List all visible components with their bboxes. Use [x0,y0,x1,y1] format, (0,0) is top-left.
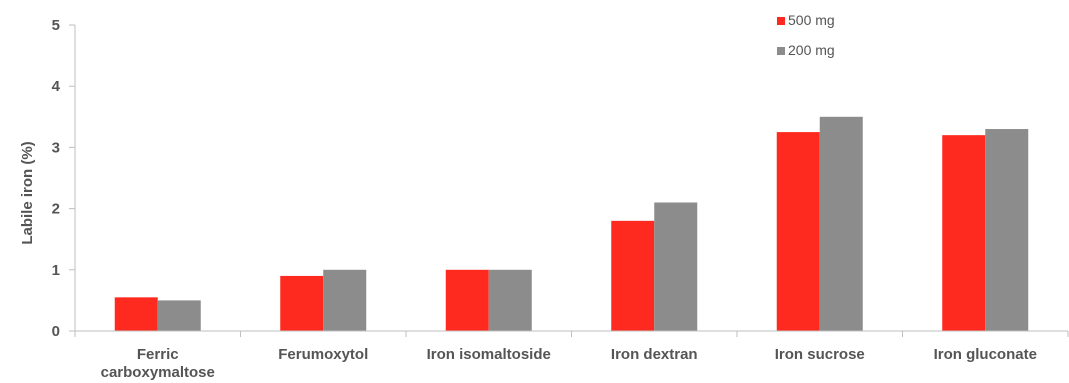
bar [819,116,863,331]
bar [776,132,820,331]
x-tick-label: Iron gluconate [934,346,1037,363]
y-tick-label: 3 [52,139,60,156]
x-axis-labels: Ferric carboxymaltose Ferumoxytol Iron isom… [101,346,1037,381]
y-axis-ticks: 0 1 2 3 4 5 [52,17,75,340]
bar [280,275,324,331]
legend-swatch [777,47,785,55]
bar [445,269,489,331]
x-tick-label: Iron dextran [611,346,698,363]
bar [114,297,158,331]
y-tick-label: 0 [52,323,60,340]
bar [323,269,367,331]
bar [157,300,201,331]
bar [488,269,532,331]
legend-swatch [777,17,785,25]
axes [74,25,1069,337]
y-tick-label: 5 [52,17,60,34]
bar [654,202,698,331]
y-tick-label: 4 [52,78,61,95]
bar [985,129,1029,331]
bar [611,220,655,331]
legend: 500 mg 200 mg [777,12,835,58]
legend-label: 200 mg [788,42,835,58]
legend-label: 500 mg [788,12,835,28]
x-tick-label: Iron sucrose [775,346,865,363]
x-tick-label: Ferric carboxymaltose [101,346,215,381]
y-axis-title: Labile iron (%) [19,141,36,244]
x-tick-label: Ferumoxytol [278,346,368,363]
y-axis-label: Labile iron (%) [19,141,36,244]
bars [114,116,1029,331]
bar [942,135,986,331]
y-tick-label: 2 [52,201,60,218]
y-tick-label: 1 [52,262,60,279]
x-tick-label: Iron isomaltoside [427,346,551,363]
